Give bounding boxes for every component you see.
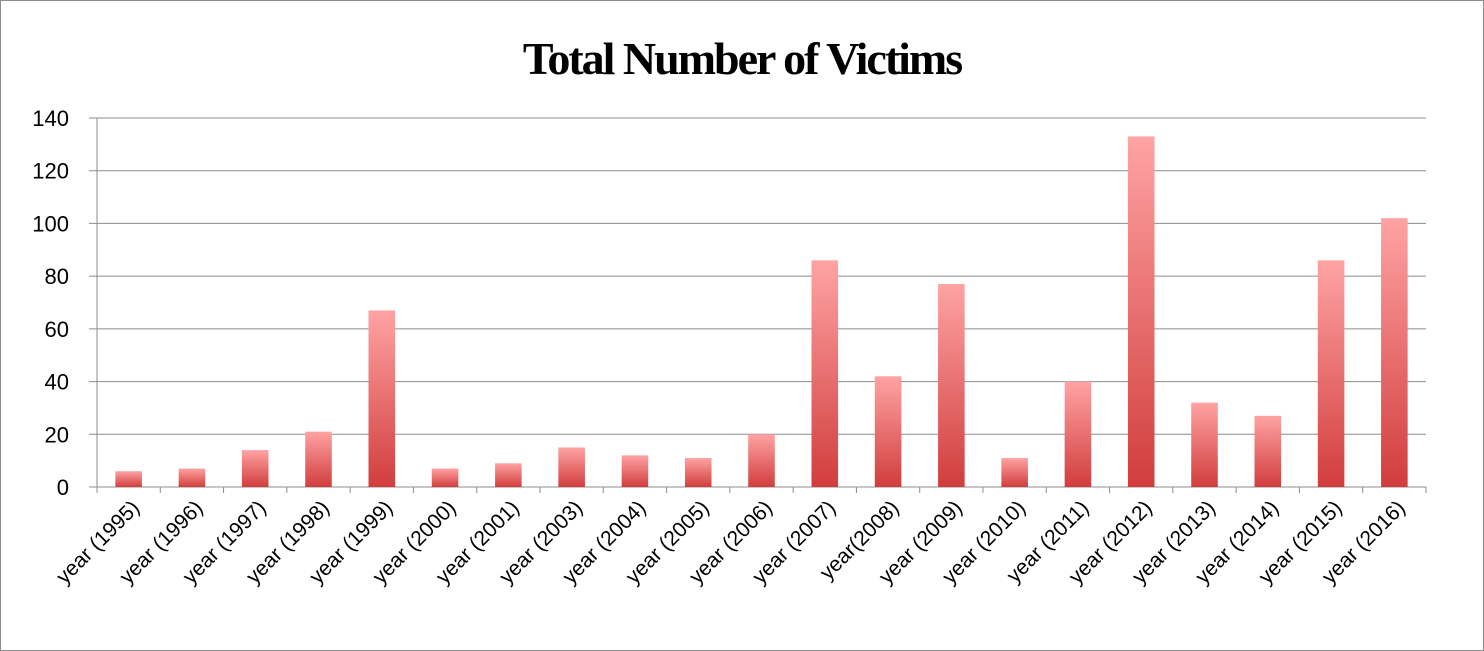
bar xyxy=(1127,136,1155,487)
y-tick-label: 80 xyxy=(45,264,69,289)
y-tick-label: 0 xyxy=(57,475,69,500)
y-tick-label: 100 xyxy=(32,211,69,236)
bar xyxy=(1191,402,1218,487)
x-axis-labels: year (1995)year (1996)year (1997)year (1… xyxy=(52,496,1410,588)
chart-title: Total Number of Victims xyxy=(523,33,962,84)
y-axis-ticks: 0 20 40 60 80 100 120 140 xyxy=(32,106,69,500)
bar xyxy=(305,431,332,487)
y-tick-label: 20 xyxy=(45,422,69,447)
bar xyxy=(1317,260,1345,487)
bar xyxy=(558,447,585,487)
bar xyxy=(178,468,206,487)
bar xyxy=(431,468,459,487)
bar xyxy=(621,455,649,487)
bar xyxy=(684,458,712,487)
bar xyxy=(1064,381,1092,487)
bar xyxy=(368,310,396,487)
bar xyxy=(495,463,522,487)
y-tick-label: 60 xyxy=(45,317,69,342)
y-tick-label: 40 xyxy=(45,370,69,395)
bar xyxy=(1381,218,1408,487)
y-tick-label: 120 xyxy=(32,159,69,184)
bar xyxy=(1001,458,1028,487)
bar xyxy=(938,284,965,487)
y-tick-label: 140 xyxy=(32,106,69,131)
bar xyxy=(115,471,142,487)
bar xyxy=(241,450,269,487)
bar xyxy=(1254,415,1282,487)
bar xyxy=(874,376,902,487)
bar xyxy=(748,434,775,487)
bar xyxy=(811,260,839,487)
bar-series xyxy=(115,136,1408,487)
